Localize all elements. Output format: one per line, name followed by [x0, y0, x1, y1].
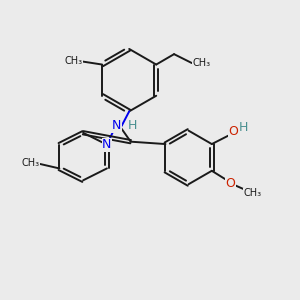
Text: N: N — [112, 119, 121, 132]
Text: O: O — [228, 125, 238, 138]
Text: CH₃: CH₃ — [22, 158, 40, 168]
Text: CH₃: CH₃ — [192, 58, 211, 68]
Text: CH₃: CH₃ — [64, 56, 83, 66]
Text: O: O — [226, 177, 236, 190]
Text: H: H — [239, 121, 249, 134]
Text: CH₃: CH₃ — [244, 188, 262, 198]
Text: N: N — [102, 138, 112, 151]
Text: H: H — [128, 119, 137, 132]
